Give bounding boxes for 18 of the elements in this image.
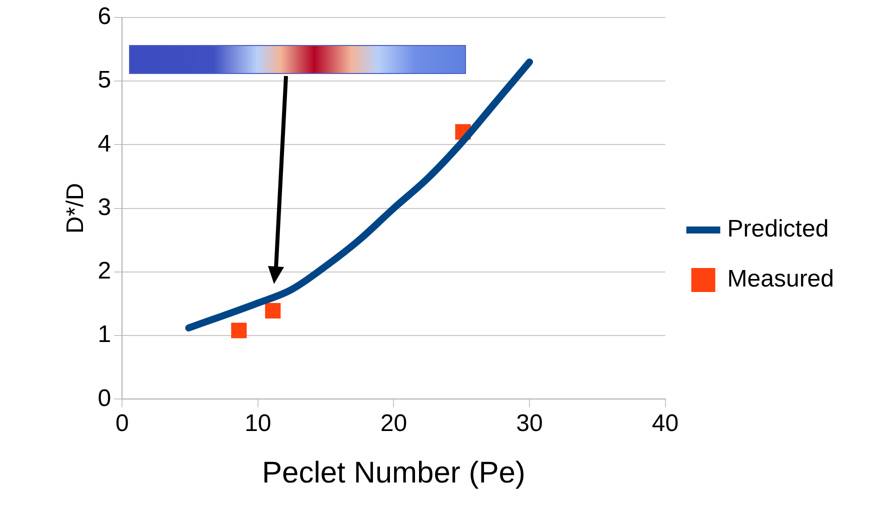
point [265, 302, 281, 319]
y-axis-title: D*/D [62, 182, 90, 234]
y-tick-label: 1 [98, 321, 112, 348]
y-tick-label: 6 [98, 3, 112, 30]
legend-label: Measured [727, 266, 834, 293]
x-tick-label: 30 [516, 410, 543, 438]
y-tick-label: 5 [98, 66, 112, 94]
x-tick-label: 20 [380, 410, 408, 438]
point [231, 322, 247, 338]
legend-label: Predicted [727, 216, 829, 243]
y-tick-label: 2 [98, 258, 112, 285]
x-axis-title: Peclet Number (Pe) [262, 456, 526, 490]
x-tick-label: 0 [115, 410, 129, 438]
y-tick-label: 0 [98, 384, 112, 412]
y-tick-label: 3 [98, 194, 112, 221]
x-tick-label: 10 [244, 410, 272, 438]
y-tick-label: 4 [98, 130, 112, 158]
x-tick-label: 40 [652, 410, 679, 438]
